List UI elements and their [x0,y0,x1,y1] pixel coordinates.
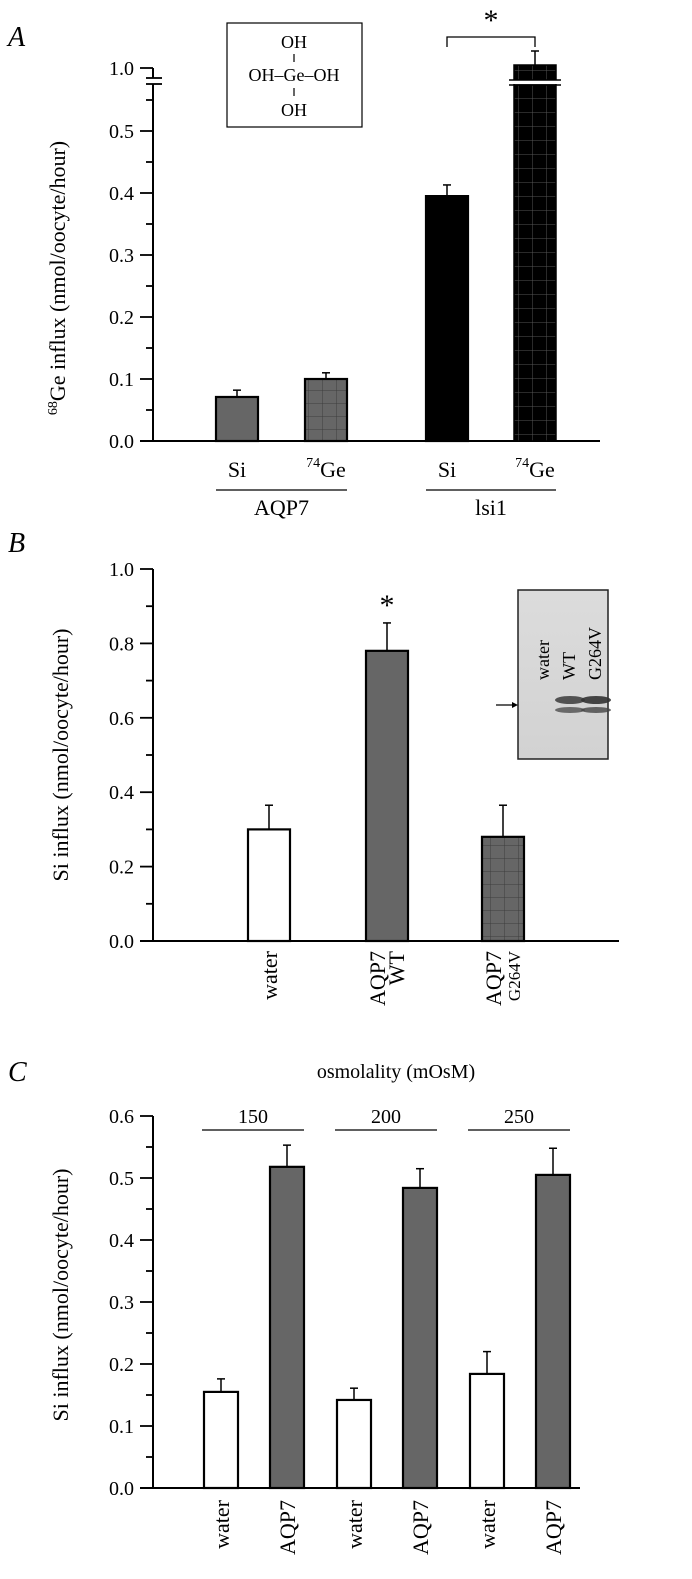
x-label-base: Ge [529,457,555,482]
bars-a: * [214,4,561,443]
blot-band [581,696,611,704]
blot-lane-water: water [533,640,553,680]
osmolality-group-200: 200 [371,1106,401,1128]
y-tick-label: 0.5 [109,121,134,143]
blot-band [581,707,611,713]
osmolality-title: osmolality (mOsM) [317,1061,475,1083]
y-axis-label-a: 68Ge influx (nmol/oocyte/hour) [45,141,70,415]
bar-4 [468,1372,506,1490]
osmolality-group-150: 150 [238,1106,268,1128]
y-tick-label: 0.4 [109,782,134,804]
significance-bracket [446,36,536,47]
x-tick-label: AQP7 [275,1500,300,1555]
bar-1 [303,377,349,443]
panel-label-b: B [8,528,25,559]
x-tick-label: Si [438,457,456,482]
blot-band [555,707,585,713]
bar-5 [534,1173,572,1490]
y-tick-label: 0.0 [109,931,134,953]
bar-2 [480,835,526,943]
y-tick-label: 0.6 [109,708,134,730]
y-tick-label: 0.2 [109,307,134,329]
x-tick-label: AQP7 [481,951,506,1006]
chemical-structure-inset: OH OH–Ge–OH OH [226,22,363,128]
x-label-sup: 74 [515,456,529,471]
x-tick-label: 74Ge [306,456,346,482]
blot-band [555,696,585,704]
y-tick-label: 0.5 [109,1168,134,1190]
y-tick-label: 0.3 [109,1292,134,1314]
y-tick-label: 0.1 [109,369,134,391]
significance-star: * [380,589,395,622]
blot-frame [517,589,609,760]
x-tick-label: AQP7 [365,951,390,1006]
group-label-lsi1: lsi1 [475,495,507,520]
arrow-head-icon [512,702,518,708]
x-tick-label: water [342,1499,367,1549]
y-tick-label: 0.0 [109,431,134,453]
y-tick-label: 0.4 [109,1230,134,1252]
blot-lane-g264v: G264V [585,627,605,680]
bar-group [509,50,561,442]
y-tick-label: 0.0 [109,1478,134,1500]
x-tick-sublabel: G264V [505,950,524,1001]
panel-label-a: A [6,22,26,53]
inset-box [226,22,363,128]
x-tick-label: AQP7 [541,1500,566,1555]
inset-oh-bottom: OH [281,100,307,120]
x-labels-c: 150 200 250 water AQP7 water AQP7 water AQP7 [202,1106,570,1555]
x-tick-label: water [209,1499,234,1549]
bar-2 [335,1398,373,1490]
panel-c: C osmolality (mOsM) Si influx (nmol/oocy… [8,1057,580,1555]
significance-star: * [484,4,499,37]
bar-0 [246,828,292,943]
bar-3 [401,1186,439,1490]
blot-lane-wt: WT [559,652,579,680]
y-tick-label: 0.8 [109,633,134,655]
panel-a: A 68Ge influx (nmol/oocyte/hour) 0.00.10… [6,4,600,520]
group-label-aqp7: AQP7 [254,495,309,520]
y-tick-label: 0.6 [109,1106,134,1128]
x-tick-label: AQP7 [408,1500,433,1555]
bar-1 [364,649,410,943]
western-blot-inset: water WT G264V [496,589,611,760]
y-axis-label-c: Si influx (nmol/oocyte/hour) [48,1169,73,1422]
bar-break-gap [509,80,561,84]
y-tick-label: 0.2 [109,857,134,879]
y-tick-label: 0.2 [109,1354,134,1376]
panel-b: B Si influx (nmol/oocyte/hour) 0.0 0.2 0.4… [8,528,619,1006]
bar-1 [268,1165,306,1490]
x-tick-sublabel: WT [384,950,409,985]
x-tick-label: water [475,1499,500,1549]
y-tick-label: 1.0 [109,559,134,581]
osmolality-group-250: 250 [504,1106,534,1128]
inset-ge-row: OH–Ge–OH [249,65,340,85]
x-tick-label: Si [228,457,246,482]
bars-c [202,1144,572,1490]
bar-3 [513,64,557,442]
y-axis-a: 0.0 0.1 0.2 0.3 0.4 0.5 1.0 [109,58,600,453]
bar-0 [202,1390,240,1490]
x-label-base: Ge [320,457,346,482]
bar-0 [214,395,260,443]
inset-oh-top: OH [281,32,307,52]
x-label-sup: 74 [306,456,320,471]
x-tick-label: water [257,950,282,1000]
bars-b: * [246,589,526,943]
y-tick-label: 0.1 [109,1416,134,1438]
x-tick-label: 74Ge [515,456,555,482]
bar-2 [424,195,470,443]
y-tick-label: 1.0 [109,58,134,80]
panel-label-c: C [8,1057,27,1088]
y-tick-label: 0.4 [109,183,134,205]
y-tick-label: 0.3 [109,245,134,267]
y-axis-label-b: Si influx (nmol/oocyte/hour) [48,629,73,882]
